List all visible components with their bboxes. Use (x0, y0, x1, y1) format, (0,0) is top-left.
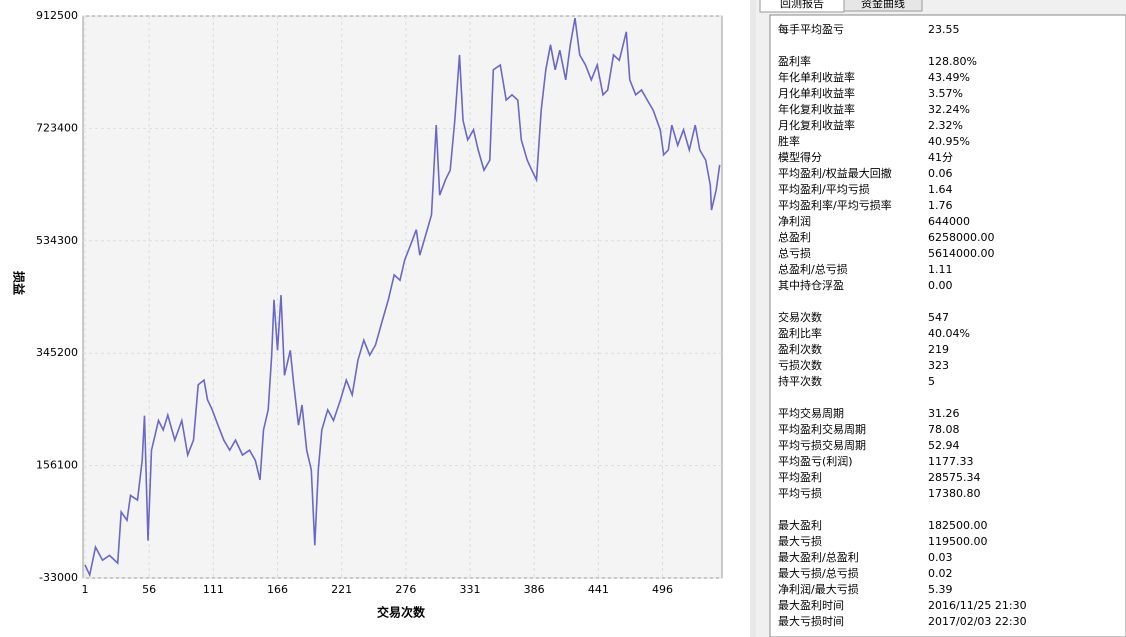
stat-value: 40.95% (928, 135, 970, 148)
stat-label: 模型得分 (778, 150, 822, 164)
stat-label: 年化单利收益率 (778, 70, 855, 84)
equity-line (84, 17, 721, 578)
stat-value: 0.06 (928, 167, 953, 180)
x-tick-label: 56 (142, 583, 156, 596)
stat-label: 净利润/最大亏损 (778, 582, 859, 596)
y-tick-label: -33000 (39, 571, 78, 584)
stat-label: 总盈利/总亏损 (778, 262, 848, 276)
stat-label: 平均盈利/权益最大回撤 (778, 166, 892, 180)
stat-label: 平均盈亏(利润) (778, 454, 853, 468)
stat-value: 1.11 (928, 263, 953, 276)
stat-value: 17380.80 (928, 487, 981, 500)
stat-label: 其中持仓浮盈 (778, 278, 844, 292)
stat-label: 平均交易周期 (778, 406, 844, 420)
stat-label: 最大盈利/总盈利 (778, 550, 859, 564)
stat-label: 月化单利收益率 (778, 86, 855, 100)
stat-value: 1.64 (928, 183, 953, 196)
x-tick-label: 276 (395, 583, 416, 596)
stat-label: 盈利率 (778, 54, 811, 68)
stat-value: 1177.33 (928, 455, 974, 468)
stat-value: 78.08 (928, 423, 960, 436)
stat-value: 52.94 (928, 439, 960, 452)
x-axis-label: 交易次数 (377, 605, 426, 620)
stat-value: 219 (928, 343, 949, 356)
x-tick-label: 496 (652, 583, 673, 596)
stat-value: 0.00 (928, 279, 953, 292)
stat-label: 盈利比率 (778, 326, 822, 340)
x-tick-label: 111 (203, 583, 224, 596)
stat-label: 平均盈利/平均亏损 (778, 182, 870, 196)
stat-label: 胜率 (778, 134, 800, 148)
stat-label: 平均盈利 (778, 471, 822, 484)
stat-value: 2017/02/03 22:30 (928, 615, 1027, 628)
tab[interactable] (843, 0, 923, 12)
stat-value: 31.26 (928, 407, 960, 420)
stat-value: 119500.00 (928, 535, 988, 548)
stat-label: 平均亏损交易周期 (778, 438, 866, 452)
stat-label: 年化复利收益率 (778, 102, 855, 116)
stat-value: 32.24% (928, 103, 970, 116)
stat-label: 平均亏损 (778, 486, 822, 500)
stat-value: 23.55 (928, 23, 960, 36)
stat-value: 43.49% (928, 71, 970, 84)
stat-value: 28575.34 (928, 471, 981, 484)
stat-value: 182500.00 (928, 519, 988, 532)
stat-value: 1.76 (928, 199, 953, 212)
x-tick-label: 1 (82, 583, 89, 596)
y-tick-label: 156100 (36, 459, 78, 472)
stat-label: 交易次数 (778, 310, 822, 324)
stat-label: 平均盈利率/平均亏损率 (778, 198, 892, 212)
stat-label: 每手平均盈亏 (778, 22, 844, 36)
stat-value: 5614000.00 (928, 247, 994, 260)
stat-label: 持平次数 (778, 374, 822, 388)
stat-value: 41分 (928, 151, 953, 164)
tab-label[interactable]: 资金曲线 (861, 0, 905, 10)
y-axis-label: 损益 (12, 271, 27, 295)
stat-label: 盈利次数 (778, 342, 822, 356)
stat-label: 亏损次数 (778, 358, 822, 372)
plot-area (82, 15, 723, 579)
stat-label: 月化复利收益率 (778, 118, 855, 132)
stat-label: 最大亏损/总亏损 (778, 566, 859, 580)
stat-label: 最大亏损 (778, 534, 822, 548)
x-tick-label: 331 (460, 583, 481, 596)
x-tick-label: 166 (267, 583, 288, 596)
x-tick-label: 386 (524, 583, 545, 596)
stat-label: 净利润 (778, 214, 811, 228)
stat-label: 最大盈利时间 (778, 598, 844, 612)
y-tick-label: 534300 (36, 234, 78, 247)
stat-label: 总亏损 (778, 246, 811, 260)
stat-value: 547 (928, 311, 949, 324)
stat-value: 3.57% (928, 87, 963, 100)
stat-label: 最大亏损时间 (778, 614, 844, 628)
stat-value: 644000 (928, 215, 970, 228)
stat-value: 2.32% (928, 119, 963, 132)
y-tick-label: 723400 (36, 121, 78, 134)
stats-box (769, 14, 1126, 637)
splitter (750, 0, 756, 637)
stat-value: 5.39 (928, 583, 953, 596)
stat-value: 6258000.00 (928, 231, 994, 244)
tab-label[interactable]: 回测报告 (780, 0, 824, 10)
stat-value: 40.04% (928, 327, 970, 340)
x-tick-label: 221 (331, 583, 352, 596)
x-tick-label: 441 (588, 583, 609, 596)
stat-value: 0.02 (928, 567, 953, 580)
stat-value: 0.03 (928, 551, 953, 564)
y-tick-label: 912500 (36, 9, 78, 22)
stat-value: 128.80% (928, 55, 977, 68)
stat-value: 5 (928, 375, 935, 388)
stat-label: 平均盈利交易周期 (778, 422, 866, 436)
stat-label: 总盈利 (778, 230, 811, 244)
y-tick-label: 345200 (36, 346, 78, 359)
stat-value: 323 (928, 359, 949, 372)
stat-value: 2016/11/25 21:30 (928, 599, 1027, 612)
stat-label: 最大盈利 (778, 518, 822, 532)
